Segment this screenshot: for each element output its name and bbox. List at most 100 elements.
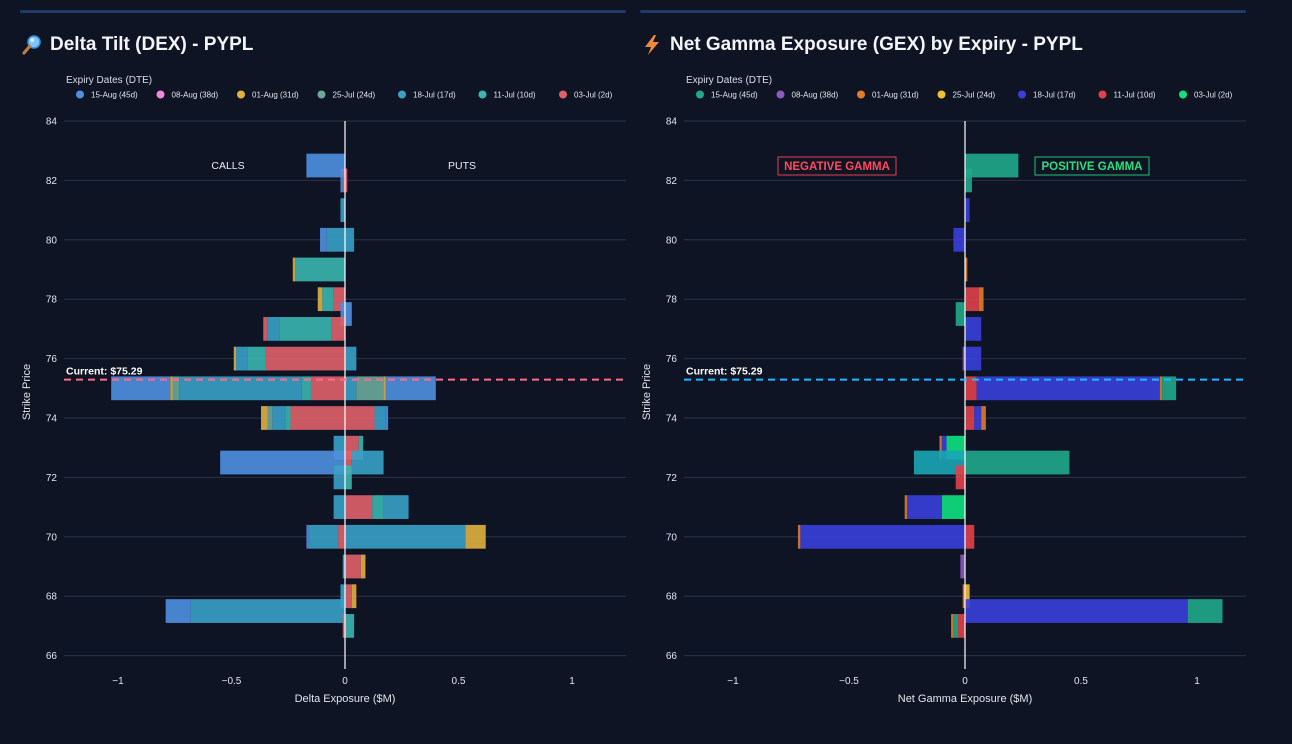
bar-segment[interactable] bbox=[165, 599, 191, 623]
bar-segment[interactable] bbox=[965, 524, 975, 549]
bar-segment[interactable] bbox=[965, 257, 968, 282]
bar-segment[interactable] bbox=[340, 584, 345, 609]
bar-segment[interactable] bbox=[951, 614, 954, 638]
bar-segment[interactable] bbox=[360, 554, 366, 579]
bar-segment[interactable] bbox=[263, 317, 268, 341]
legend-item[interactable]: 01-Aug (31d) bbox=[857, 90, 919, 100]
bar-segment[interactable] bbox=[941, 495, 965, 519]
bar-segment[interactable] bbox=[306, 153, 345, 178]
bar-segment[interactable] bbox=[345, 554, 361, 579]
bar-segment[interactable] bbox=[333, 435, 345, 460]
bar-segment[interactable] bbox=[345, 227, 355, 252]
bar-segment[interactable] bbox=[345, 168, 348, 193]
bar-segment[interactable] bbox=[345, 376, 357, 401]
bar-segment[interactable] bbox=[962, 584, 965, 609]
bar-segment[interactable] bbox=[236, 346, 248, 371]
bar-segment[interactable] bbox=[965, 153, 1019, 178]
bar-segment[interactable] bbox=[338, 524, 345, 549]
bar-segment[interactable] bbox=[965, 287, 979, 312]
bar-segment[interactable] bbox=[345, 346, 357, 371]
bar-segment[interactable] bbox=[342, 614, 345, 638]
bar-segment[interactable] bbox=[907, 495, 942, 519]
legend-item[interactable]: 25-Jul (24d) bbox=[317, 90, 376, 100]
bar-segment[interactable] bbox=[279, 317, 332, 341]
bar-segment[interactable] bbox=[326, 227, 345, 252]
bar-segment[interactable] bbox=[345, 495, 373, 519]
bar-segment[interactable] bbox=[960, 554, 965, 579]
legend-item[interactable]: 01-Aug (31d) bbox=[237, 90, 299, 100]
bar-segment[interactable] bbox=[292, 257, 296, 282]
bar-segment[interactable] bbox=[955, 465, 965, 490]
bar-segment[interactable] bbox=[351, 584, 357, 609]
bar-segment[interactable] bbox=[374, 406, 386, 430]
bar-segment[interactable] bbox=[965, 376, 977, 401]
bar-segment[interactable] bbox=[340, 302, 345, 326]
bar-segment[interactable] bbox=[1187, 599, 1223, 623]
bar-segment[interactable] bbox=[247, 346, 266, 371]
bar-segment[interactable] bbox=[1162, 376, 1177, 401]
bar-segment[interactable] bbox=[965, 346, 982, 371]
bar-segment[interactable] bbox=[962, 346, 965, 371]
bar-segment[interactable] bbox=[965, 198, 970, 222]
bar-segment[interactable] bbox=[317, 287, 323, 312]
bar-segment[interactable] bbox=[797, 524, 801, 549]
bar-segment[interactable] bbox=[965, 450, 1070, 475]
bar-segment[interactable] bbox=[345, 614, 355, 638]
bar-segment[interactable] bbox=[965, 599, 1188, 623]
bar-segment[interactable] bbox=[941, 435, 947, 460]
bar-segment[interactable] bbox=[351, 450, 384, 475]
bar-segment[interactable] bbox=[383, 376, 386, 401]
bar-segment[interactable] bbox=[261, 406, 268, 430]
bar-segment[interactable] bbox=[345, 524, 466, 549]
legend-item[interactable]: 15-Aug (45d) bbox=[76, 90, 138, 100]
bar-segment[interactable] bbox=[345, 406, 375, 430]
bar-segment[interactable] bbox=[179, 376, 302, 401]
bar-segment[interactable] bbox=[345, 584, 352, 609]
bar-segment[interactable] bbox=[953, 227, 965, 252]
bar-segment[interactable] bbox=[272, 406, 286, 430]
legend-item[interactable]: 03-Jul (2d) bbox=[1179, 90, 1233, 100]
bar-segment[interactable] bbox=[958, 614, 965, 638]
legend-item[interactable]: 11-Jul (10d) bbox=[478, 90, 536, 100]
bar-segment[interactable] bbox=[965, 406, 975, 430]
bar-segment[interactable] bbox=[383, 495, 409, 519]
legend-item[interactable]: 08-Aug (38d) bbox=[776, 90, 839, 100]
bar-segment[interactable] bbox=[333, 465, 345, 490]
bar-segment[interactable] bbox=[265, 346, 345, 371]
bar-segment[interactable] bbox=[939, 435, 942, 460]
bar-segment[interactable] bbox=[233, 346, 237, 371]
bar-segment[interactable] bbox=[111, 376, 171, 401]
bar-segment[interactable] bbox=[976, 376, 1160, 401]
bar-segment[interactable] bbox=[308, 524, 339, 549]
bar-segment[interactable] bbox=[965, 317, 982, 341]
bar-segment[interactable] bbox=[345, 302, 352, 326]
bar-segment[interactable] bbox=[220, 450, 345, 475]
bar-segment[interactable] bbox=[322, 287, 334, 312]
bar-segment[interactable] bbox=[953, 614, 959, 638]
legend-item[interactable]: 11-Jul (10d) bbox=[1098, 90, 1156, 100]
bar-segment[interactable] bbox=[301, 376, 311, 401]
bar-segment[interactable] bbox=[356, 376, 384, 401]
bar-segment[interactable] bbox=[320, 227, 327, 252]
bar-segment[interactable] bbox=[295, 257, 345, 282]
bar-segment[interactable] bbox=[331, 317, 345, 341]
bar-segment[interactable] bbox=[800, 524, 965, 549]
legend-item[interactable]: 18-Jul (17d) bbox=[398, 90, 456, 100]
legend-item[interactable]: 08-Aug (38d) bbox=[156, 90, 219, 100]
bar-segment[interactable] bbox=[172, 376, 180, 401]
bar-segment[interactable] bbox=[170, 376, 173, 401]
bar-segment[interactable] bbox=[340, 168, 343, 193]
bar-segment[interactable] bbox=[310, 376, 345, 401]
bar-segment[interactable] bbox=[342, 554, 345, 579]
legend-item[interactable]: 15-Aug (45d) bbox=[696, 90, 758, 100]
bar-segment[interactable] bbox=[965, 584, 970, 609]
bar-segment[interactable] bbox=[267, 406, 273, 430]
bar-segment[interactable] bbox=[965, 168, 972, 193]
bar-segment[interactable] bbox=[190, 599, 345, 623]
bar-segment[interactable] bbox=[333, 495, 345, 519]
bar-segment[interactable] bbox=[340, 198, 345, 222]
bar-segment[interactable] bbox=[904, 495, 907, 519]
bar-segment[interactable] bbox=[385, 376, 436, 401]
bar-segment[interactable] bbox=[1159, 376, 1163, 401]
bar-segment[interactable] bbox=[306, 524, 309, 549]
